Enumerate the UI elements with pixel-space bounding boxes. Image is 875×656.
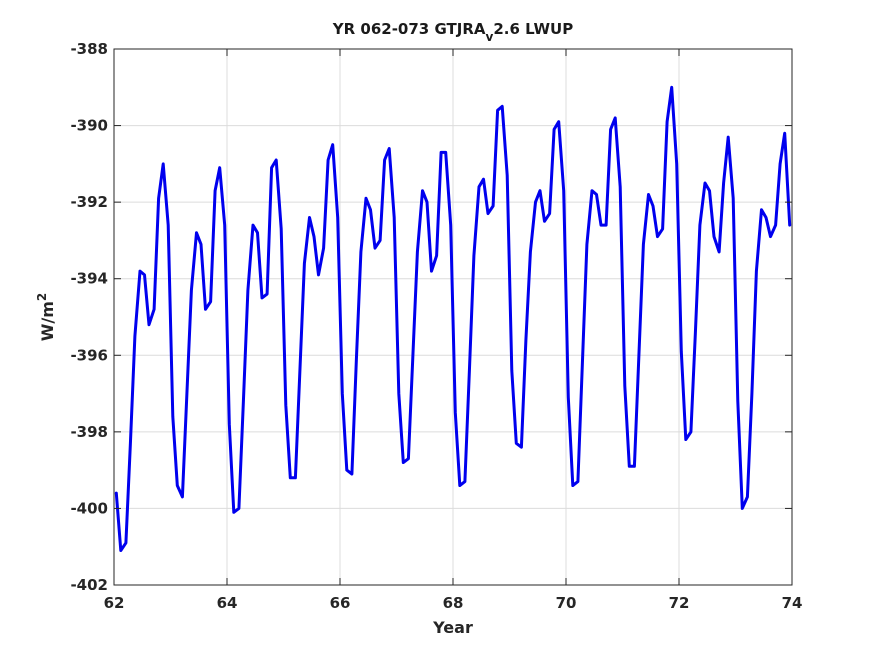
y-tick-label: -400 [70, 499, 108, 517]
series-line [114, 85, 792, 552]
y-label-base: W/m [38, 301, 57, 341]
x-tick-label: 62 [104, 594, 125, 612]
y-tick-label: -396 [70, 346, 108, 364]
x-tick-label: 68 [443, 594, 464, 612]
y-tick-label: -398 [70, 423, 108, 441]
chart-title: YR 062-073 GTJRAv2.6 LWUP [332, 20, 573, 44]
y-axis-label: W/m2 [35, 293, 57, 342]
y-label-superscript: 2 [35, 293, 49, 301]
tick-labels: 62 64 66 68 70 72 74 -388 -390 -392 -394 -396 -398 -4… [70, 40, 802, 612]
y-tick-label: -402 [70, 576, 108, 594]
y-tick-label: -394 [70, 270, 108, 288]
x-tick-label: 74 [782, 594, 803, 612]
title-prefix: YR 062-073 GTJRA [332, 20, 486, 38]
x-axis-label: Year [432, 618, 473, 637]
x-tick-label: 64 [217, 594, 238, 612]
ticks [113, 48, 793, 586]
series-layer [114, 85, 792, 552]
y-tick-label: -392 [70, 193, 108, 211]
y-tick-label: -390 [70, 117, 108, 135]
x-tick-label: 72 [669, 594, 690, 612]
x-tick-label: 66 [330, 594, 351, 612]
title-subscript: v [485, 30, 493, 44]
title-suffix: 2.6 LWUP [493, 20, 573, 38]
x-tick-label: 70 [556, 594, 577, 612]
y-tick-label: -388 [70, 40, 108, 58]
